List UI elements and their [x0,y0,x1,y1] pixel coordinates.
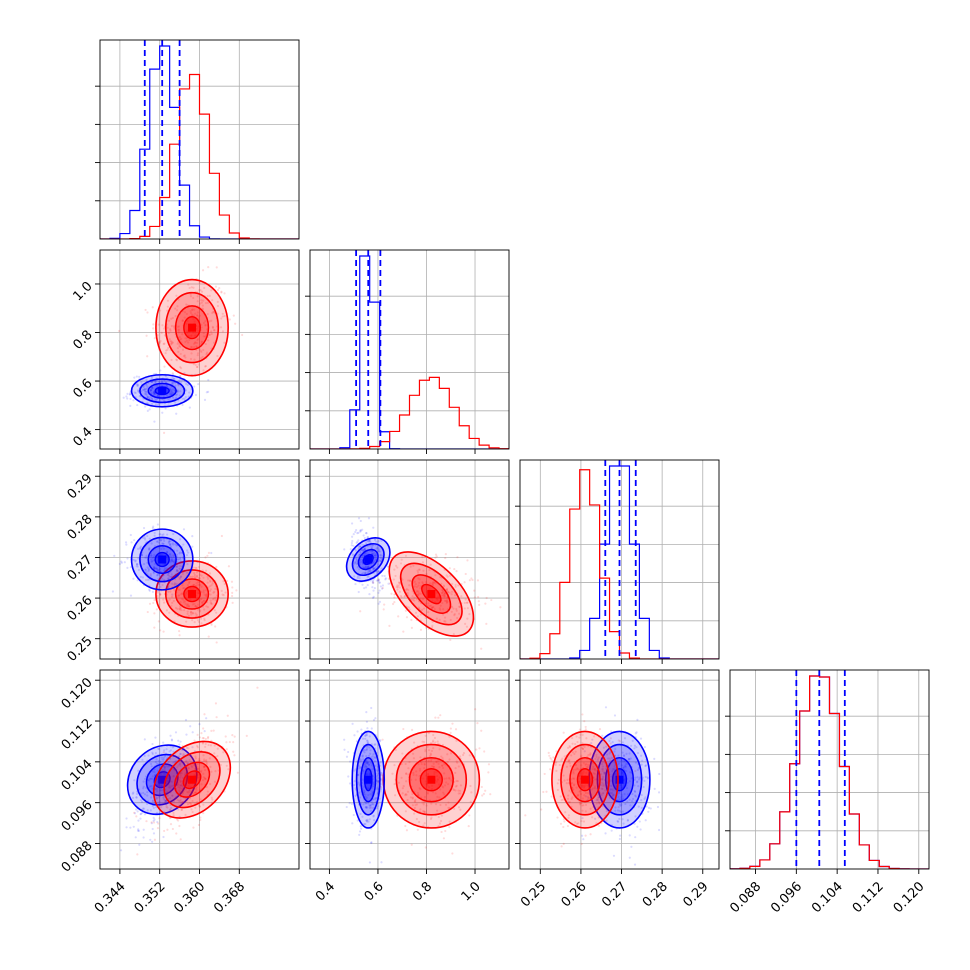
scatter-panel-2-0 [111,523,238,644]
panel-frame-3-3 [729,669,930,870]
contours-red-3-2 [551,730,619,829]
x-tick-label-1-0: 0.4 [313,879,338,904]
x-tick-label-0-1: 0.352 [132,879,169,916]
grid-3-0 [95,670,299,874]
grid-2-2 [515,460,719,664]
y-tick-label-2-1: 0.26 [65,593,96,624]
peak-blue-3-1 [364,775,373,784]
peak-blue-1-0 [158,386,167,395]
scatter-panel-3-1 [343,706,492,864]
peak-red-2-1 [427,590,436,599]
peak-red-3-2 [580,775,589,784]
peak-blue-3-0 [158,775,167,784]
histogram-step-1-blue [310,255,509,449]
panel-frame-2-1 [309,459,510,660]
y-tick-label-3-4: 0.120 [59,675,96,712]
contours-blue-2-1 [345,537,391,582]
x-tick-label-0-0: 0.344 [92,879,129,916]
y-tick-label-3-0: 0.088 [59,839,96,876]
grid-3-3 [725,670,929,874]
contours-red-2-1 [388,551,475,637]
grid-2-0 [95,460,299,664]
x-tick-label-1-1: 0.6 [362,879,387,904]
x-tick-label-1-2: 0.8 [410,879,435,904]
grid-1-1 [305,250,509,454]
peak-red-1-0 [188,323,197,332]
grid-0-0 [95,40,299,244]
x-tick-label-2-3: 0.28 [640,879,671,910]
y-tick-label-2-0: 0.25 [65,634,96,665]
x-tick-label-2-2: 0.27 [599,879,630,910]
peak-red-3-1 [427,775,436,784]
x-tick-label-3-0: 0.088 [727,879,764,916]
contours-blue-1-0 [130,373,194,408]
peak-red-3-0 [188,775,197,784]
y-tick-label-2-2: 0.27 [65,553,96,584]
panel-frame-0-0 [99,39,300,240]
x-tick-label-1-3: 1.0 [459,879,484,904]
peak-blue-2-0 [158,555,167,564]
scatter-panel-1-0 [118,266,244,434]
contours-blue-2-0 [130,528,194,591]
y-tick-label-1-1: 0.6 [70,376,95,401]
x-tick-label-2-0: 0.25 [518,879,549,910]
contours-red-3-1 [382,730,481,829]
y-tick-label-3-3: 0.112 [59,716,96,753]
samples-blue-3-2 [567,706,661,866]
contours-red-1-0 [155,278,229,377]
histogram-step-3-red [730,675,929,869]
panel-frame-3-2 [519,669,720,870]
panel-frame-1-1 [309,249,510,450]
histogram-step-1-red [310,376,509,449]
scatter-panel-2-1 [343,517,502,650]
peak-blue-2-1 [364,555,373,564]
contours-blue-3-1 [351,730,386,829]
x-tick-label-2-1: 0.26 [559,879,590,910]
grid-2-1 [305,460,509,664]
panel-frame-3-0 [99,669,300,870]
y-tick-label-1-2: 0.8 [70,328,95,353]
peak-blue-3-2 [615,775,624,784]
histogram-2 [520,460,719,659]
grid-3-2 [515,670,719,874]
y-tick-label-1-0: 0.4 [70,425,95,450]
panel-frame-2-0 [99,459,300,660]
panel-frame-1-0 [99,249,300,450]
x-tick-label-2-4: 0.29 [681,879,712,910]
panel-frame-2-2 [519,459,720,660]
x-tick-label-0-2: 0.360 [171,879,208,916]
histogram-3 [730,670,929,869]
histogram-1 [310,250,509,449]
x-tick-label-3-1: 0.096 [768,879,805,916]
contours-red-3-0 [152,740,232,819]
panel-frame-3-1 [309,669,510,870]
contours-blue-3-2 [588,730,651,829]
histogram-step-2-red [520,469,719,659]
x-tick-label-0-3: 0.368 [211,879,248,916]
y-tick-label-3-2: 0.104 [59,757,96,794]
peak-red-2-0 [188,590,197,599]
x-tick-label-3-2: 0.104 [809,879,846,916]
x-tick-label-3-3: 0.112 [850,879,887,916]
y-tick-label-1-3: 1.0 [70,279,95,304]
scatter-panel-3-2 [524,706,661,866]
scatter-panel-3-0 [119,686,259,856]
y-tick-label-3-1: 0.096 [59,798,96,835]
y-tick-label-2-3: 0.28 [65,512,96,543]
y-tick-label-2-4: 0.29 [65,471,96,502]
x-tick-label-3-4: 0.120 [891,879,928,916]
contours-blue-3-0 [126,744,198,816]
